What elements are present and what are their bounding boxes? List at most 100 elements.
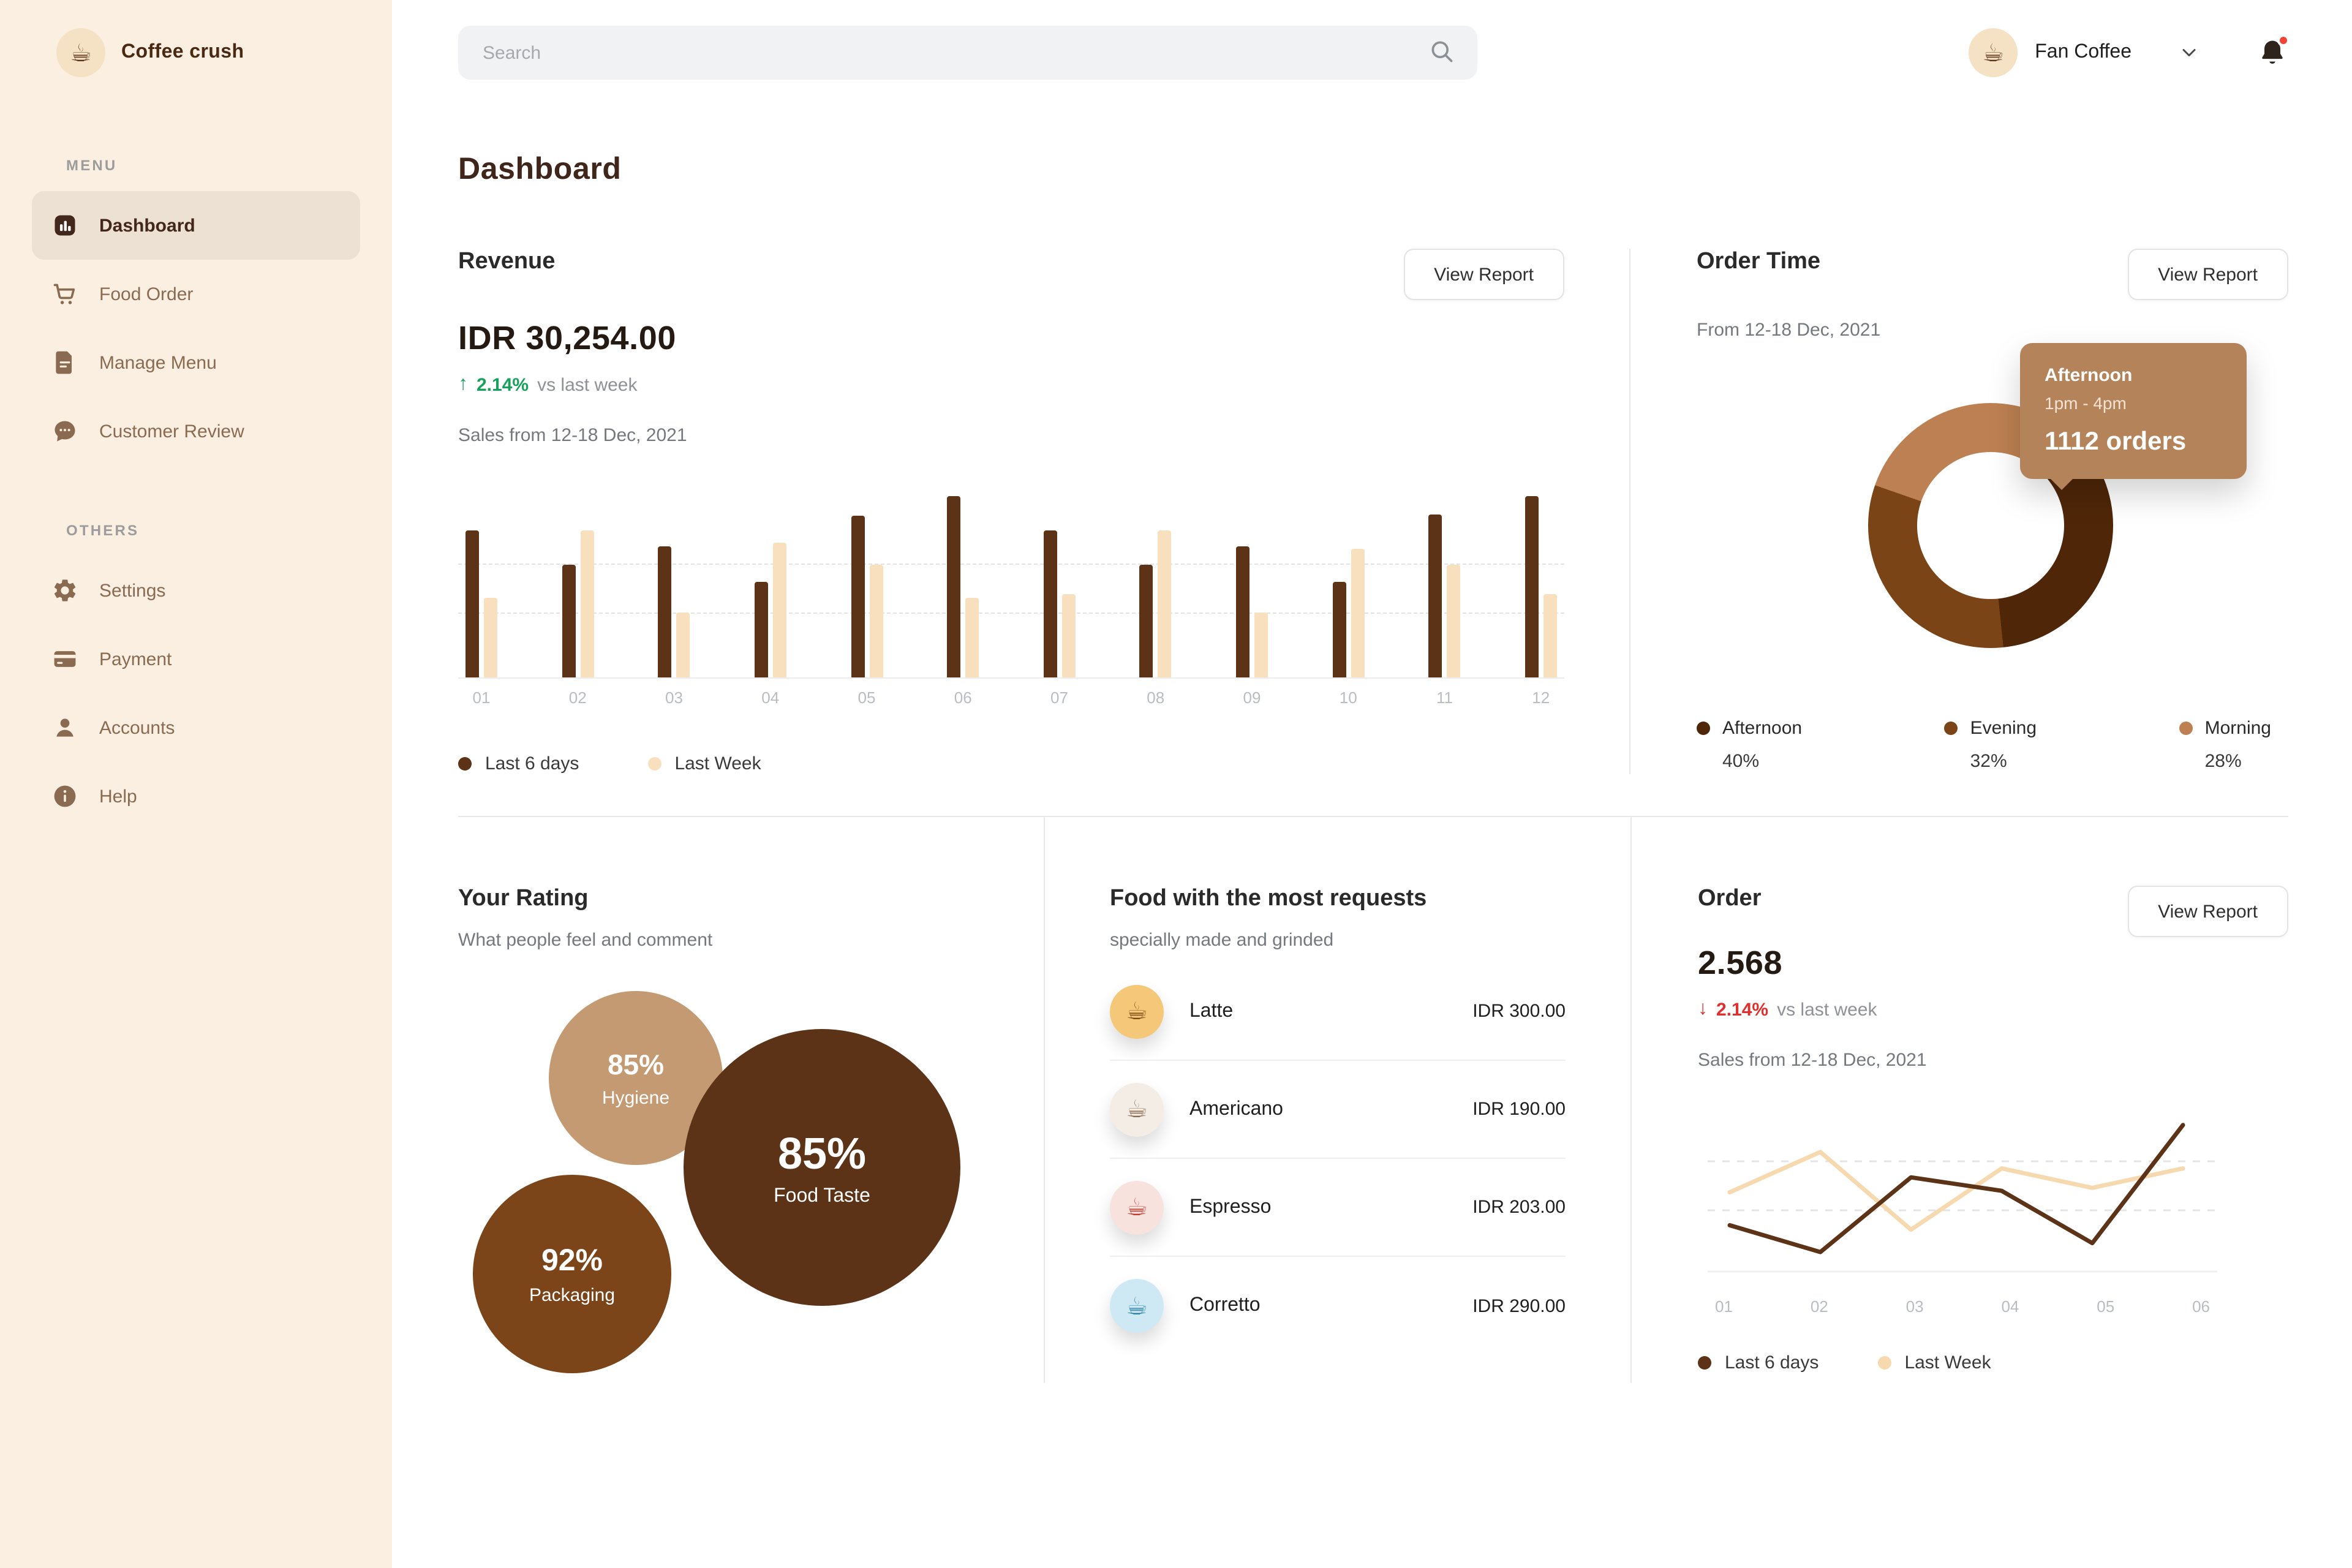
order-view-report-button[interactable]: View Report bbox=[2127, 886, 2288, 937]
revenue-view-report-button[interactable]: View Report bbox=[1403, 249, 1564, 300]
sidebar-item-food-order[interactable]: Food Order bbox=[32, 260, 360, 328]
order-time-legend-afternoon: Afternoon 40% bbox=[1697, 718, 1802, 772]
legend-dot bbox=[1944, 722, 1958, 735]
order-title: Order bbox=[1698, 886, 1762, 911]
food-price: IDR 290.00 bbox=[1472, 1295, 1566, 1316]
order-delta-row: ↓ 2.14% vs last week bbox=[1698, 998, 2288, 1020]
bar-last-6-days bbox=[1525, 496, 1539, 677]
legend-label: Evening bbox=[1970, 718, 2037, 739]
sidebar-item-label: Settings bbox=[99, 580, 166, 601]
bar-group-08[interactable] bbox=[1139, 530, 1172, 677]
revenue-legend: Last 6 days Last Week bbox=[458, 753, 1564, 774]
sidebar-item-manage-menu[interactable]: Manage Menu bbox=[32, 328, 360, 397]
bar-group-02[interactable] bbox=[562, 530, 594, 677]
americano-icon: ☕ bbox=[1110, 1082, 1164, 1136]
search-box[interactable] bbox=[458, 26, 1477, 80]
user-area: ☕ Fan Coffee bbox=[1969, 28, 2290, 77]
bar-last-week bbox=[580, 530, 594, 677]
bar-last-week bbox=[484, 598, 497, 677]
sidebar-item-accounts[interactable]: Accounts bbox=[32, 693, 360, 762]
sidebar-item-help[interactable]: Help bbox=[32, 762, 360, 831]
revenue-bar-chart-labels: 01 02 03 04 05 06 07 08 09 10 11 12 bbox=[458, 688, 1564, 707]
sidebar-item-label: Payment bbox=[99, 649, 172, 669]
food-item-latte[interactable]: ☕ Latte IDR 300.00 bbox=[1110, 963, 1566, 1061]
revenue-amount: IDR 30,254.00 bbox=[458, 320, 677, 356]
cart-icon bbox=[51, 281, 78, 307]
food-item-espresso[interactable]: ☕ Espresso IDR 203.00 bbox=[1110, 1159, 1566, 1257]
bar-last-week bbox=[1351, 549, 1365, 677]
notification-bell-icon[interactable] bbox=[2256, 34, 2290, 69]
revenue-delta-note: vs last week bbox=[537, 374, 638, 395]
sidebar: ☕ Coffee crush MENU Dashboard Food Order M… bbox=[0, 0, 392, 1568]
legend-label: Last 6 days bbox=[485, 753, 579, 774]
legend-dot bbox=[458, 757, 472, 771]
food-list: ☕ Latte IDR 300.00 ☕ Americano IDR 190.00 ☕ Esp… bbox=[1110, 963, 1566, 1355]
person-icon bbox=[51, 714, 78, 741]
legend-value: 40% bbox=[1722, 751, 1760, 772]
bar-group-10[interactable] bbox=[1332, 549, 1365, 677]
bar-group-11[interactable] bbox=[1428, 514, 1461, 677]
food-item-corretto[interactable]: ☕ Corretto IDR 290.00 bbox=[1110, 1257, 1566, 1355]
donut-tooltip-time: 1pm - 4pm bbox=[2045, 393, 2127, 413]
notification-dot bbox=[2277, 34, 2290, 47]
bar-group-07[interactable] bbox=[1043, 530, 1076, 677]
bar-group-09[interactable] bbox=[1236, 546, 1268, 677]
user-avatar[interactable]: ☕ bbox=[1969, 28, 2018, 77]
bar-group-05[interactable] bbox=[851, 516, 883, 677]
chat-icon bbox=[51, 418, 78, 445]
rating-value: 92% bbox=[541, 1243, 603, 1277]
rating-card: Your Rating What people feel and comment… bbox=[458, 817, 1044, 1383]
sidebar-item-label: Accounts bbox=[99, 717, 175, 738]
revenue-delta-row: ↑ 2.14% vs last week bbox=[458, 374, 1564, 396]
sidebar-item-customer-review[interactable]: Customer Review bbox=[32, 397, 360, 466]
legend-label: Afternoon bbox=[1722, 718, 1803, 739]
bottom-row: Your Rating What people feel and comment… bbox=[458, 817, 2288, 1383]
vertical-divider bbox=[1630, 817, 1632, 1383]
sidebar-menu: Dashboard Food Order Manage Menu Customer R… bbox=[0, 191, 392, 466]
sidebar-item-settings[interactable]: Settings bbox=[32, 556, 360, 625]
bar-group-03[interactable] bbox=[658, 546, 690, 677]
vertical-divider bbox=[1629, 249, 1630, 774]
donut-tooltip-label: Afternoon bbox=[2045, 365, 2133, 386]
legend-label: Last 6 days bbox=[1725, 1352, 1819, 1373]
sidebar-others: Settings Payment Accounts Help bbox=[0, 556, 392, 831]
bar-last-week bbox=[1543, 594, 1557, 677]
bar-last-week bbox=[1158, 530, 1172, 677]
x-axis-label: 11 bbox=[1436, 688, 1453, 707]
bar-group-12[interactable] bbox=[1525, 496, 1557, 677]
brand[interactable]: ☕ Coffee crush bbox=[0, 0, 392, 105]
bar-group-06[interactable] bbox=[947, 496, 979, 677]
sidebar-item-payment[interactable]: Payment bbox=[32, 625, 360, 693]
bar-last-6-days bbox=[466, 530, 479, 677]
bar-last-6-days bbox=[1139, 565, 1153, 677]
x-axis-label: 07 bbox=[1050, 688, 1068, 707]
food-item-americano[interactable]: ☕ Americano IDR 190.00 bbox=[1110, 1061, 1566, 1159]
user-name: Fan Coffee bbox=[2035, 42, 2132, 62]
bar-last-6-days bbox=[658, 546, 672, 677]
bar-group-01[interactable] bbox=[466, 530, 497, 677]
order-time-view-report-button[interactable]: View Report bbox=[2127, 249, 2288, 300]
bar-last-week bbox=[965, 598, 979, 677]
sidebar-item-label: Customer Review bbox=[99, 421, 244, 442]
bar-group-04[interactable] bbox=[754, 543, 786, 677]
bar-last-6-days bbox=[947, 496, 961, 677]
revenue-subtitle: Sales from 12-18 Dec, 2021 bbox=[458, 425, 687, 446]
chevron-down-icon[interactable] bbox=[2178, 42, 2200, 64]
sidebar-item-label: Dashboard bbox=[99, 215, 195, 236]
sidebar-item-dashboard[interactable]: Dashboard bbox=[32, 191, 360, 260]
order-card: Order View Report 2.568 ↓ 2.14% vs last … bbox=[1632, 817, 2288, 1383]
food-price: IDR 190.00 bbox=[1472, 1099, 1566, 1120]
search-icon[interactable] bbox=[1428, 38, 1458, 67]
order-time-title: Order Time bbox=[1697, 249, 1821, 274]
x-axis-label: 10 bbox=[1339, 688, 1357, 707]
search-input[interactable] bbox=[458, 26, 1477, 80]
legend-item-last-6-days: Last 6 days bbox=[1698, 1352, 1819, 1373]
x-axis-label: 06 bbox=[2192, 1297, 2210, 1316]
up-arrow-icon: ↑ bbox=[458, 374, 468, 394]
rating-bubble-chart: 85% Hygiene 85% Food Taste 92% Packaging bbox=[458, 960, 1044, 1383]
rating-label: Packaging bbox=[529, 1284, 616, 1305]
order-time-card: Order Time View Report From 12-18 Dec, 2… bbox=[1630, 249, 2288, 774]
vertical-divider bbox=[1044, 817, 1045, 1383]
legend-label: Last Week bbox=[674, 753, 761, 774]
